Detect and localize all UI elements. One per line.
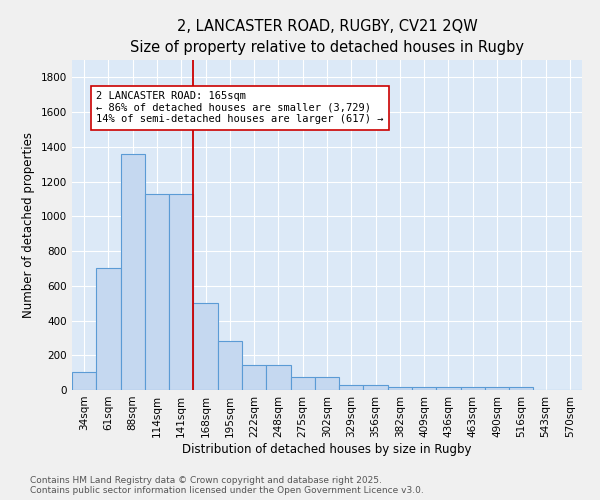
Bar: [242, 365, 266, 390]
Bar: [485, 388, 509, 390]
Bar: [461, 388, 485, 390]
Bar: [315, 377, 339, 390]
Bar: [72, 372, 96, 390]
Bar: [96, 268, 121, 390]
Bar: [339, 385, 364, 390]
Text: 2 LANCASTER ROAD: 165sqm
← 86% of detached houses are smaller (3,729)
14% of sem: 2 LANCASTER ROAD: 165sqm ← 86% of detach…: [96, 92, 384, 124]
Bar: [364, 385, 388, 390]
Text: Contains HM Land Registry data © Crown copyright and database right 2025.
Contai: Contains HM Land Registry data © Crown c…: [30, 476, 424, 495]
Bar: [145, 194, 169, 390]
Title: 2, LANCASTER ROAD, RUGBY, CV21 2QW
Size of property relative to detached houses : 2, LANCASTER ROAD, RUGBY, CV21 2QW Size …: [130, 18, 524, 55]
Bar: [193, 303, 218, 390]
Bar: [436, 388, 461, 390]
Y-axis label: Number of detached properties: Number of detached properties: [22, 132, 35, 318]
X-axis label: Distribution of detached houses by size in Rugby: Distribution of detached houses by size …: [182, 442, 472, 456]
Bar: [509, 386, 533, 390]
Bar: [412, 388, 436, 390]
Bar: [218, 342, 242, 390]
Bar: [169, 194, 193, 390]
Bar: [388, 388, 412, 390]
Bar: [266, 365, 290, 390]
Bar: [121, 154, 145, 390]
Bar: [290, 377, 315, 390]
